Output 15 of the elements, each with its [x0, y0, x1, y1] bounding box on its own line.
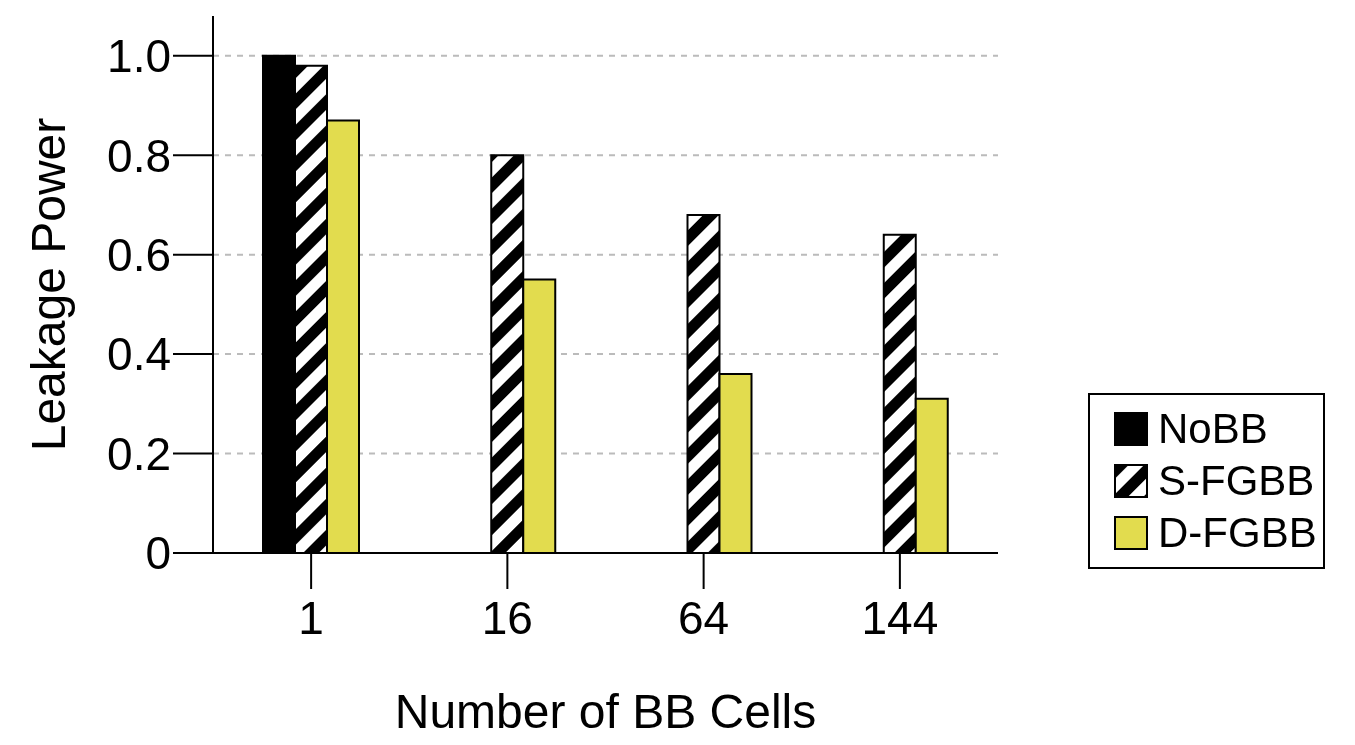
- legend-label: S-FGBB: [1158, 457, 1315, 505]
- x-tick-label: 64: [678, 591, 730, 644]
- x-tick-label: 16: [481, 591, 533, 644]
- y-tick-label: 0.6: [107, 229, 171, 281]
- y-tick-label: 0.4: [107, 328, 171, 381]
- x-tick-label: 1: [298, 591, 324, 644]
- y-tick-label: 0.8: [107, 129, 171, 182]
- y-tick-label: 1.0: [107, 30, 171, 83]
- legend-label: D-FGBB: [1158, 509, 1317, 557]
- legend-label: NoBB: [1158, 405, 1268, 453]
- y-tick-label: 0.2: [107, 427, 171, 480]
- y-tick-label: 0: [145, 527, 171, 580]
- y-axis-title: Leakage Power: [22, 117, 76, 452]
- x-tick-label: 144: [861, 591, 939, 644]
- x-axis-title: Number of BB Cells: [394, 685, 817, 738]
